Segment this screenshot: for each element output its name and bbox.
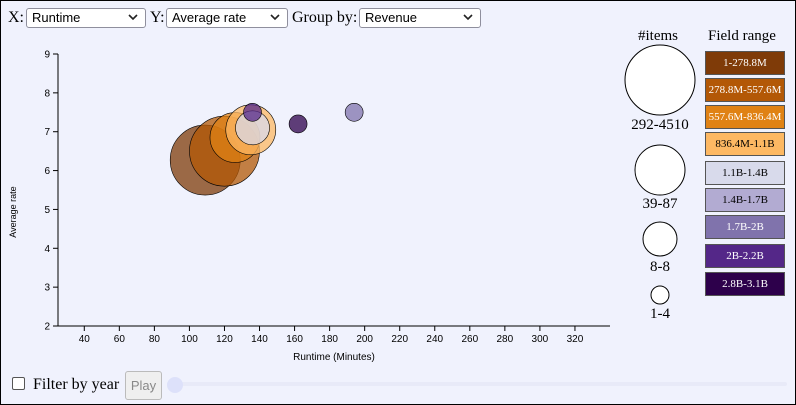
x-tick-label: 320 xyxy=(567,334,584,345)
filter-by-year-checkbox[interactable] xyxy=(12,377,25,390)
group-by-select[interactable]: Revenue xyxy=(359,8,481,28)
scatter-chart: 40 60 80 100 120 140 160 180 200 220 240 260 280 300 3… xyxy=(8,50,610,363)
color-legend-swatch: 1.1B-1.4B xyxy=(705,161,785,185)
y-axis-label: Y: xyxy=(150,9,165,26)
y-axis-title: Average rate xyxy=(8,186,18,237)
group-by-select-value: Revenue xyxy=(365,10,418,25)
size-legend-circle-small xyxy=(642,221,678,257)
size-legend xyxy=(624,44,696,305)
x-tick-label: 40 xyxy=(79,334,91,345)
color-legend-swatch: 836.4M-1.1B xyxy=(705,132,785,156)
year-slider-track[interactable] xyxy=(167,382,787,386)
size-legend-title: #items xyxy=(638,28,678,44)
chevron-down-icon xyxy=(463,14,473,21)
x-tick-label: 220 xyxy=(391,334,408,345)
y-tick-label: 2 xyxy=(44,322,50,333)
color-legend-swatch: 1.4B-1.7B xyxy=(705,188,785,212)
x-tick-label: 240 xyxy=(426,334,443,345)
y-tick-label: 6 xyxy=(44,166,50,177)
x-tick-label: 80 xyxy=(149,334,161,345)
data-point[interactable] xyxy=(344,102,364,122)
group-by-label: Group by: xyxy=(292,9,358,26)
data-point[interactable] xyxy=(288,114,308,134)
y-tick-label: 3 xyxy=(44,283,50,294)
x-tick-label: 100 xyxy=(181,334,198,345)
filter-by-year-label: Filter by year xyxy=(33,376,120,393)
size-legend-label: 39-87 xyxy=(642,196,678,212)
color-legend-swatch: 278.8M-557.6M xyxy=(705,78,785,102)
x-tick-label: 260 xyxy=(461,334,478,345)
x-axis-select-value: Runtime xyxy=(32,10,81,25)
y-tick-label: 8 xyxy=(44,88,50,99)
color-legend-swatch: 557.6M-836.4M xyxy=(705,105,785,129)
size-legend-circle-tiny xyxy=(650,285,670,305)
x-tick-label: 140 xyxy=(251,334,268,345)
color-legend-swatch: 1.7B-2B xyxy=(705,215,785,239)
x-axis-select[interactable]: Runtime xyxy=(26,8,146,28)
y-tick-label: 5 xyxy=(44,205,50,216)
y-axis-select[interactable]: Average rate xyxy=(166,8,288,28)
color-legend-swatch: 2B-2.2B xyxy=(705,244,785,268)
x-tick-label: 160 xyxy=(286,334,303,345)
y-tick-label: 9 xyxy=(44,50,50,61)
color-legend-swatch: 2.8B-3.1B xyxy=(705,272,785,296)
size-legend-label: 1-4 xyxy=(650,306,670,322)
size-legend-circle-large xyxy=(624,44,696,116)
x-axis-title: Runtime (Minutes) xyxy=(293,352,375,363)
y-tick-label: 7 xyxy=(44,127,50,138)
x-tick-label: 200 xyxy=(356,334,373,345)
size-legend-label: 8-8 xyxy=(650,259,670,275)
x-axis-label: X: xyxy=(8,9,24,26)
chevron-down-icon xyxy=(128,14,138,21)
x-tick-label: 300 xyxy=(532,334,549,345)
x-tick-label: 180 xyxy=(321,334,338,345)
size-legend-circle-medium xyxy=(634,144,686,196)
x-tick-label: 60 xyxy=(114,334,126,345)
color-legend-title: Field range xyxy=(708,28,776,44)
y-tick-label: 4 xyxy=(44,244,50,255)
play-button[interactable]: Play xyxy=(125,371,162,400)
size-legend-label: 292-4510 xyxy=(631,117,689,133)
chevron-down-icon xyxy=(270,14,280,21)
color-legend-swatch: 1-278.8M xyxy=(705,51,785,75)
data-point[interactable] xyxy=(243,102,262,122)
x-tick-label: 280 xyxy=(497,334,514,345)
year-slider-thumb[interactable] xyxy=(167,377,183,393)
x-tick-label: 120 xyxy=(216,334,233,345)
y-axis-select-value: Average rate xyxy=(172,10,247,25)
